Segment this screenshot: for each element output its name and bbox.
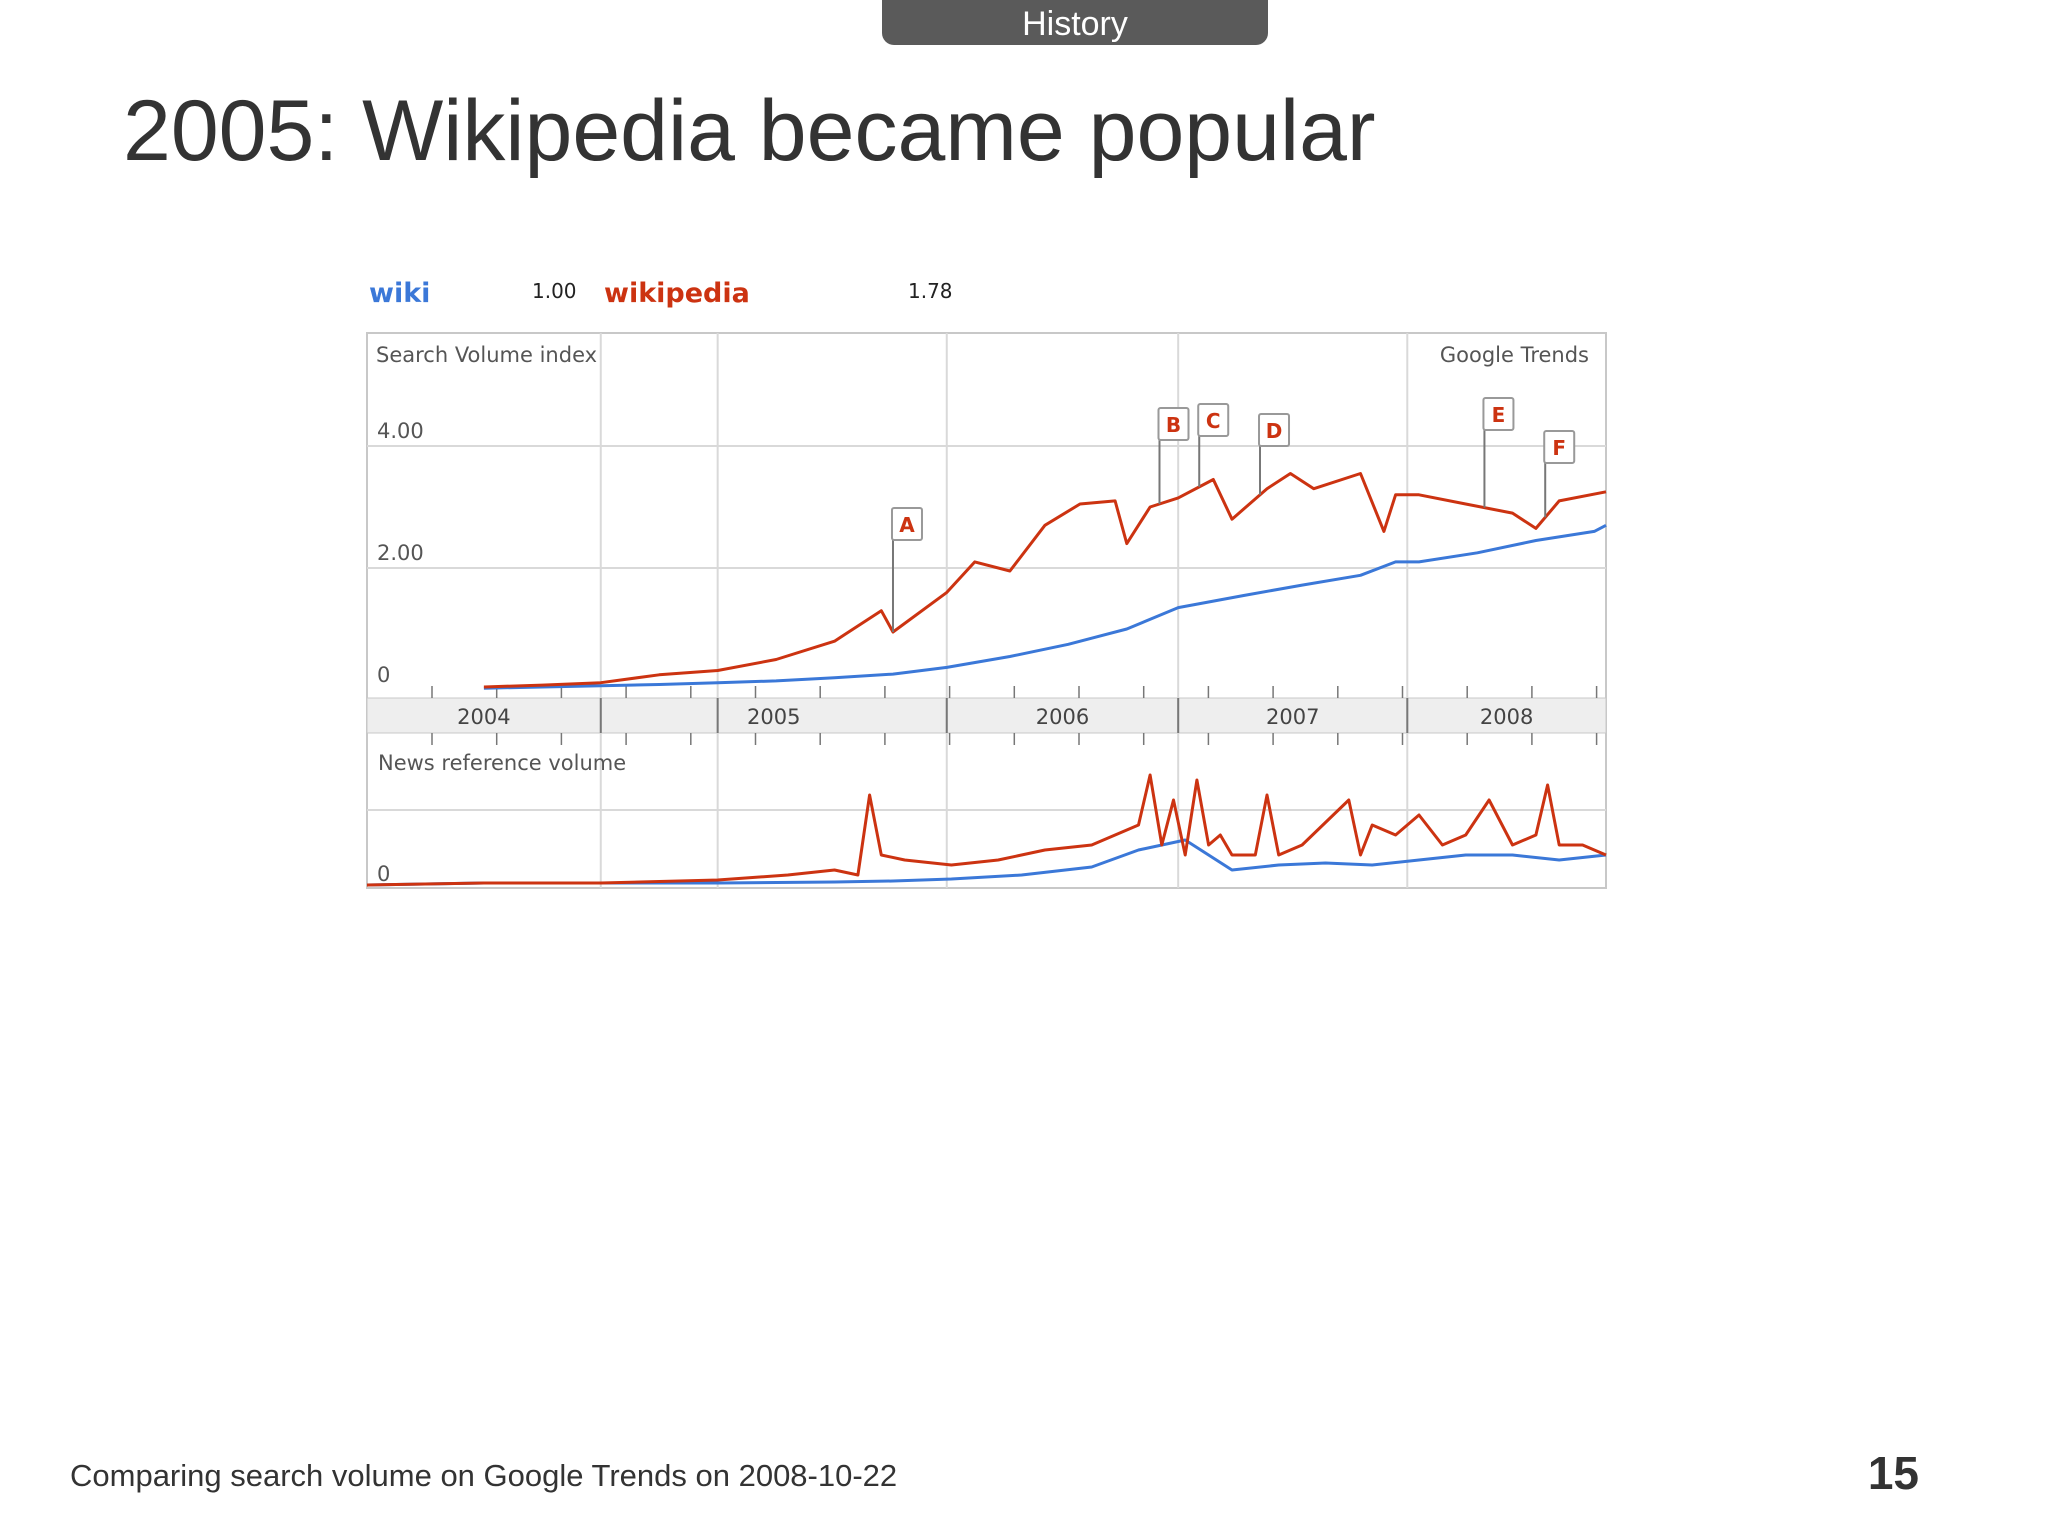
marker-box-b [1157,407,1190,441]
marker-box-a [890,507,923,541]
search-series-wiki [483,523,1607,690]
legend-wikipedia-term: wikipedia [604,278,750,309]
y-tick-label: 4.00 [377,419,424,443]
marker-label-c: C [1206,409,1221,433]
x-tick-label: 2007 [1266,705,1319,729]
page-number: 15 [1867,1447,1919,1499]
legend-wikipedia-average: 1.78 [908,279,953,303]
search-series-wikipedia [483,472,1607,689]
footer-note: Comparing search volume on Google Trends… [70,1458,898,1493]
x-tick-label: 2006 [1036,705,1089,729]
marker-box-f [1543,430,1576,464]
news-volume-label: News reference volume [378,751,626,775]
marker-label-a: A [899,513,915,537]
legend-wiki-term: wiki [369,278,430,309]
marker-label-f: F [1552,436,1566,460]
chart-frame [366,332,1607,889]
marker-box-e [1482,397,1515,431]
marker-label-b: B [1166,413,1181,437]
year-band [366,697,1607,734]
google-trends-label: Google Trends [1440,343,1589,367]
x-tick-label: 2005 [747,705,800,729]
marker-label-d: D [1266,419,1283,443]
section-tab: History [882,0,1268,45]
news-y-tick-label: 0 [377,862,390,886]
x-tick-label: 2008 [1480,705,1533,729]
x-tick-label: 2004 [457,705,510,729]
news-series-wikipedia [366,773,1607,887]
legend-wiki-average: 1.00 [532,279,577,303]
marker-box-c [1197,403,1230,437]
marker-label-e: E [1492,403,1506,427]
marker-box-d [1258,413,1291,447]
search-volume-label: Search Volume index [376,343,597,367]
y-tick-label: 0 [377,663,390,687]
y-tick-label: 2.00 [377,541,424,565]
slide-title: 2005: Wikipedia became popular [123,83,1376,179]
